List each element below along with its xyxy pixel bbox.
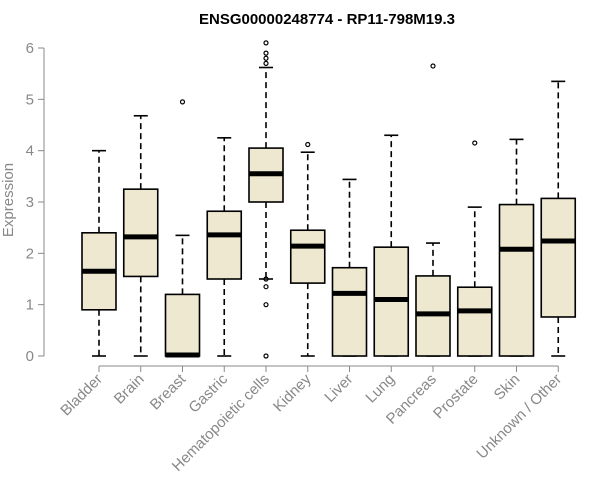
- outlier-point: [305, 141, 311, 148]
- y-axis-label: Expression: [0, 163, 17, 237]
- box-group: [540, 80, 577, 357]
- y-tick-label: 4: [26, 143, 34, 160]
- y-tick-label: 3: [26, 194, 34, 211]
- outlier-point: [263, 55, 269, 61]
- axes: 0 1 2 3 4 5 6: [26, 40, 45, 365]
- outlier-point: [263, 284, 269, 290]
- box-rect: [456, 286, 493, 357]
- outlier-point: [263, 40, 269, 46]
- outlier-point: [263, 302, 269, 308]
- x-tick-label: Brain: [111, 371, 148, 408]
- box-rect: [164, 293, 201, 357]
- box-group: [415, 63, 451, 357]
- y-tick-label: 1: [26, 297, 34, 314]
- box-rect: [498, 203, 535, 357]
- x-tick-label: Bladder: [57, 371, 106, 420]
- box-group: [122, 114, 159, 357]
- y-tick-label: 2: [26, 245, 34, 262]
- box-group: [373, 134, 410, 357]
- outlier-point: [472, 140, 478, 146]
- outlier-point: [263, 353, 269, 359]
- box-group: [81, 149, 117, 357]
- x-tick-label: Kidney: [270, 370, 315, 415]
- chart-title: ENSG00000248774 - RP11-798M19.3: [199, 11, 455, 28]
- box-group: [456, 140, 493, 357]
- box-group: [206, 137, 243, 357]
- outlier-point: [263, 50, 269, 56]
- x-tick-label: Liver: [321, 371, 356, 406]
- box-rect: [206, 210, 243, 280]
- box-group: [498, 138, 535, 357]
- x-tick-label: Lung: [362, 371, 398, 407]
- outlier-point: [179, 99, 186, 105]
- x-tick-label: Skin: [491, 371, 524, 404]
- box-group: [248, 40, 284, 359]
- box-rect: [122, 188, 159, 278]
- outlier-point: [263, 276, 269, 282]
- box-group: [164, 99, 201, 358]
- boxes-layer: [81, 40, 577, 359]
- outlier-point: [263, 60, 269, 67]
- box-rect: [540, 197, 577, 318]
- x-tick-label: Breast: [147, 370, 190, 413]
- y-tick-label: 6: [26, 40, 34, 57]
- y-tick-label: 5: [26, 91, 34, 108]
- box-rect: [289, 229, 326, 284]
- outlier-point: [430, 63, 436, 69]
- box-group: [331, 178, 368, 357]
- x-tick-label: Prostate: [430, 371, 482, 423]
- box-rect: [331, 266, 368, 357]
- y-tick-label: 0: [26, 348, 34, 365]
- box-group: [289, 141, 326, 357]
